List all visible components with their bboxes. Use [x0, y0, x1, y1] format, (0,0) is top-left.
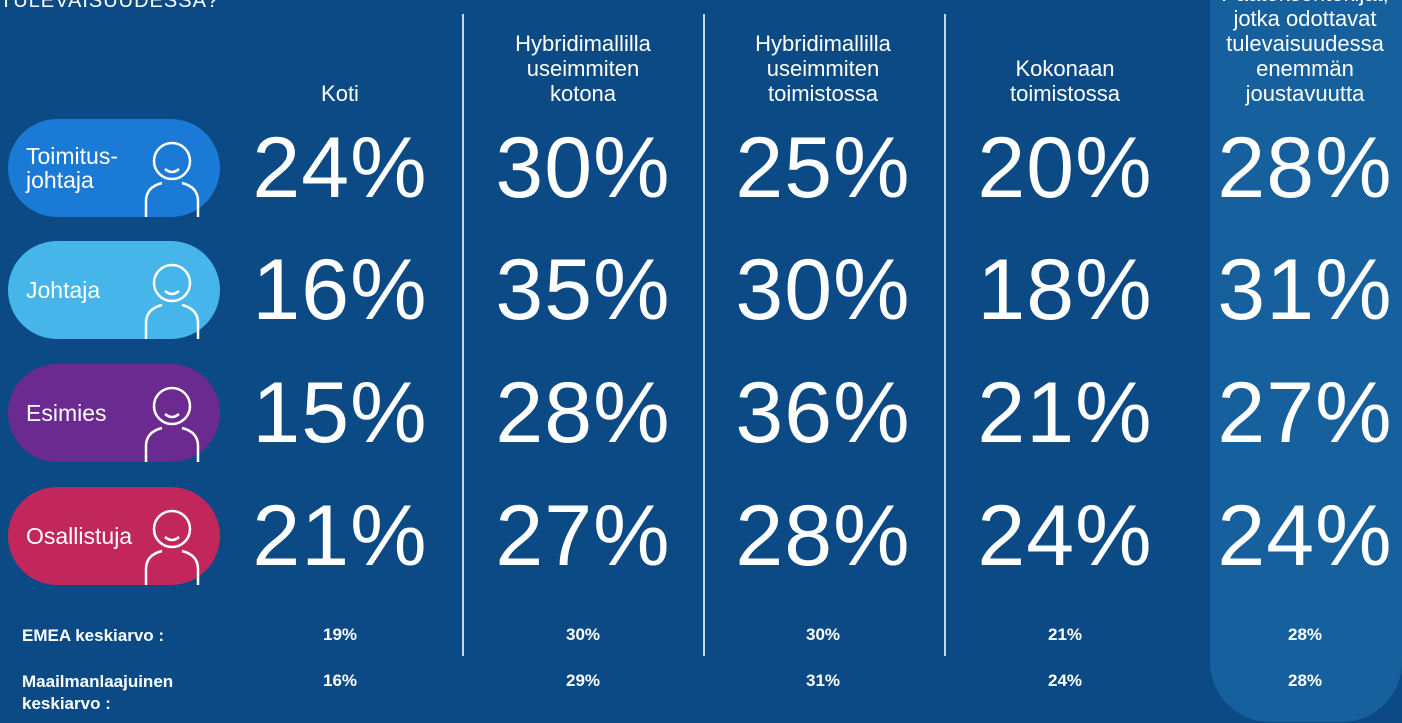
percentage: 30% — [495, 120, 671, 216]
percentage: 25% — [735, 120, 911, 216]
average-value: 21% — [1047, 625, 1083, 644]
percentage: 16% — [252, 242, 428, 338]
highlight-column — [1210, 0, 1402, 722]
percentage: 24% — [1217, 488, 1393, 584]
percentage: 15% — [252, 365, 428, 461]
percentage: 30% — [735, 242, 911, 338]
column-header: Hybridimallilla useimmiten toimistossa — [755, 31, 891, 106]
average-label: EMEA keskiarvo : — [22, 626, 165, 645]
role-pill — [8, 487, 220, 585]
percentage: 35% — [495, 242, 671, 338]
role-label: Toimitus- johtaja — [26, 143, 119, 193]
average-value: 19% — [322, 625, 358, 644]
percentage: 28% — [1217, 120, 1393, 216]
percentage: 21% — [252, 488, 428, 584]
percentage: 27% — [495, 488, 671, 584]
role-icon — [144, 386, 200, 462]
role-pill — [8, 241, 220, 339]
role-label: Johtaja — [26, 277, 101, 303]
role-icon — [144, 141, 200, 217]
role-pill — [8, 364, 220, 462]
average-value: 24% — [1047, 671, 1083, 690]
column-header: Hybridimallilla useimmiten kotona — [515, 31, 651, 106]
average-value: 16% — [322, 671, 358, 690]
role-icon — [144, 263, 200, 339]
column-header: Päätöksentekijät, jotka odottavat tuleva… — [1221, 0, 1389, 106]
average-value: 29% — [565, 671, 601, 690]
column-header: Kokonaan toimistossa — [1009, 56, 1121, 106]
percentage: 20% — [977, 120, 1153, 216]
average-value: 28% — [1287, 671, 1323, 690]
role-pill — [8, 119, 220, 217]
divider — [944, 14, 946, 656]
title: TULEVAISUUDESSA? — [0, 0, 220, 12]
column-header: Koti — [321, 81, 359, 106]
average-value: 28% — [1287, 625, 1323, 644]
role-icon — [144, 509, 200, 585]
average-value: 30% — [805, 625, 841, 644]
percentage: 18% — [977, 242, 1153, 338]
percentage: 36% — [735, 365, 911, 461]
percentage: 28% — [735, 488, 911, 584]
role-label: Osallistuja — [26, 523, 133, 549]
divider — [703, 14, 705, 656]
percentage: 24% — [252, 120, 428, 216]
percentage: 27% — [1217, 365, 1393, 461]
percentage: 28% — [495, 365, 671, 461]
average-value: 31% — [805, 671, 841, 690]
role-label: Esimies — [26, 400, 107, 426]
divider — [462, 14, 464, 656]
percentage: 21% — [977, 365, 1153, 461]
percentage: 31% — [1217, 242, 1393, 338]
percentage: 24% — [977, 488, 1153, 584]
average-value: 30% — [565, 625, 601, 644]
average-label: Maailmanlaajuinen keskiarvo : — [22, 672, 174, 713]
